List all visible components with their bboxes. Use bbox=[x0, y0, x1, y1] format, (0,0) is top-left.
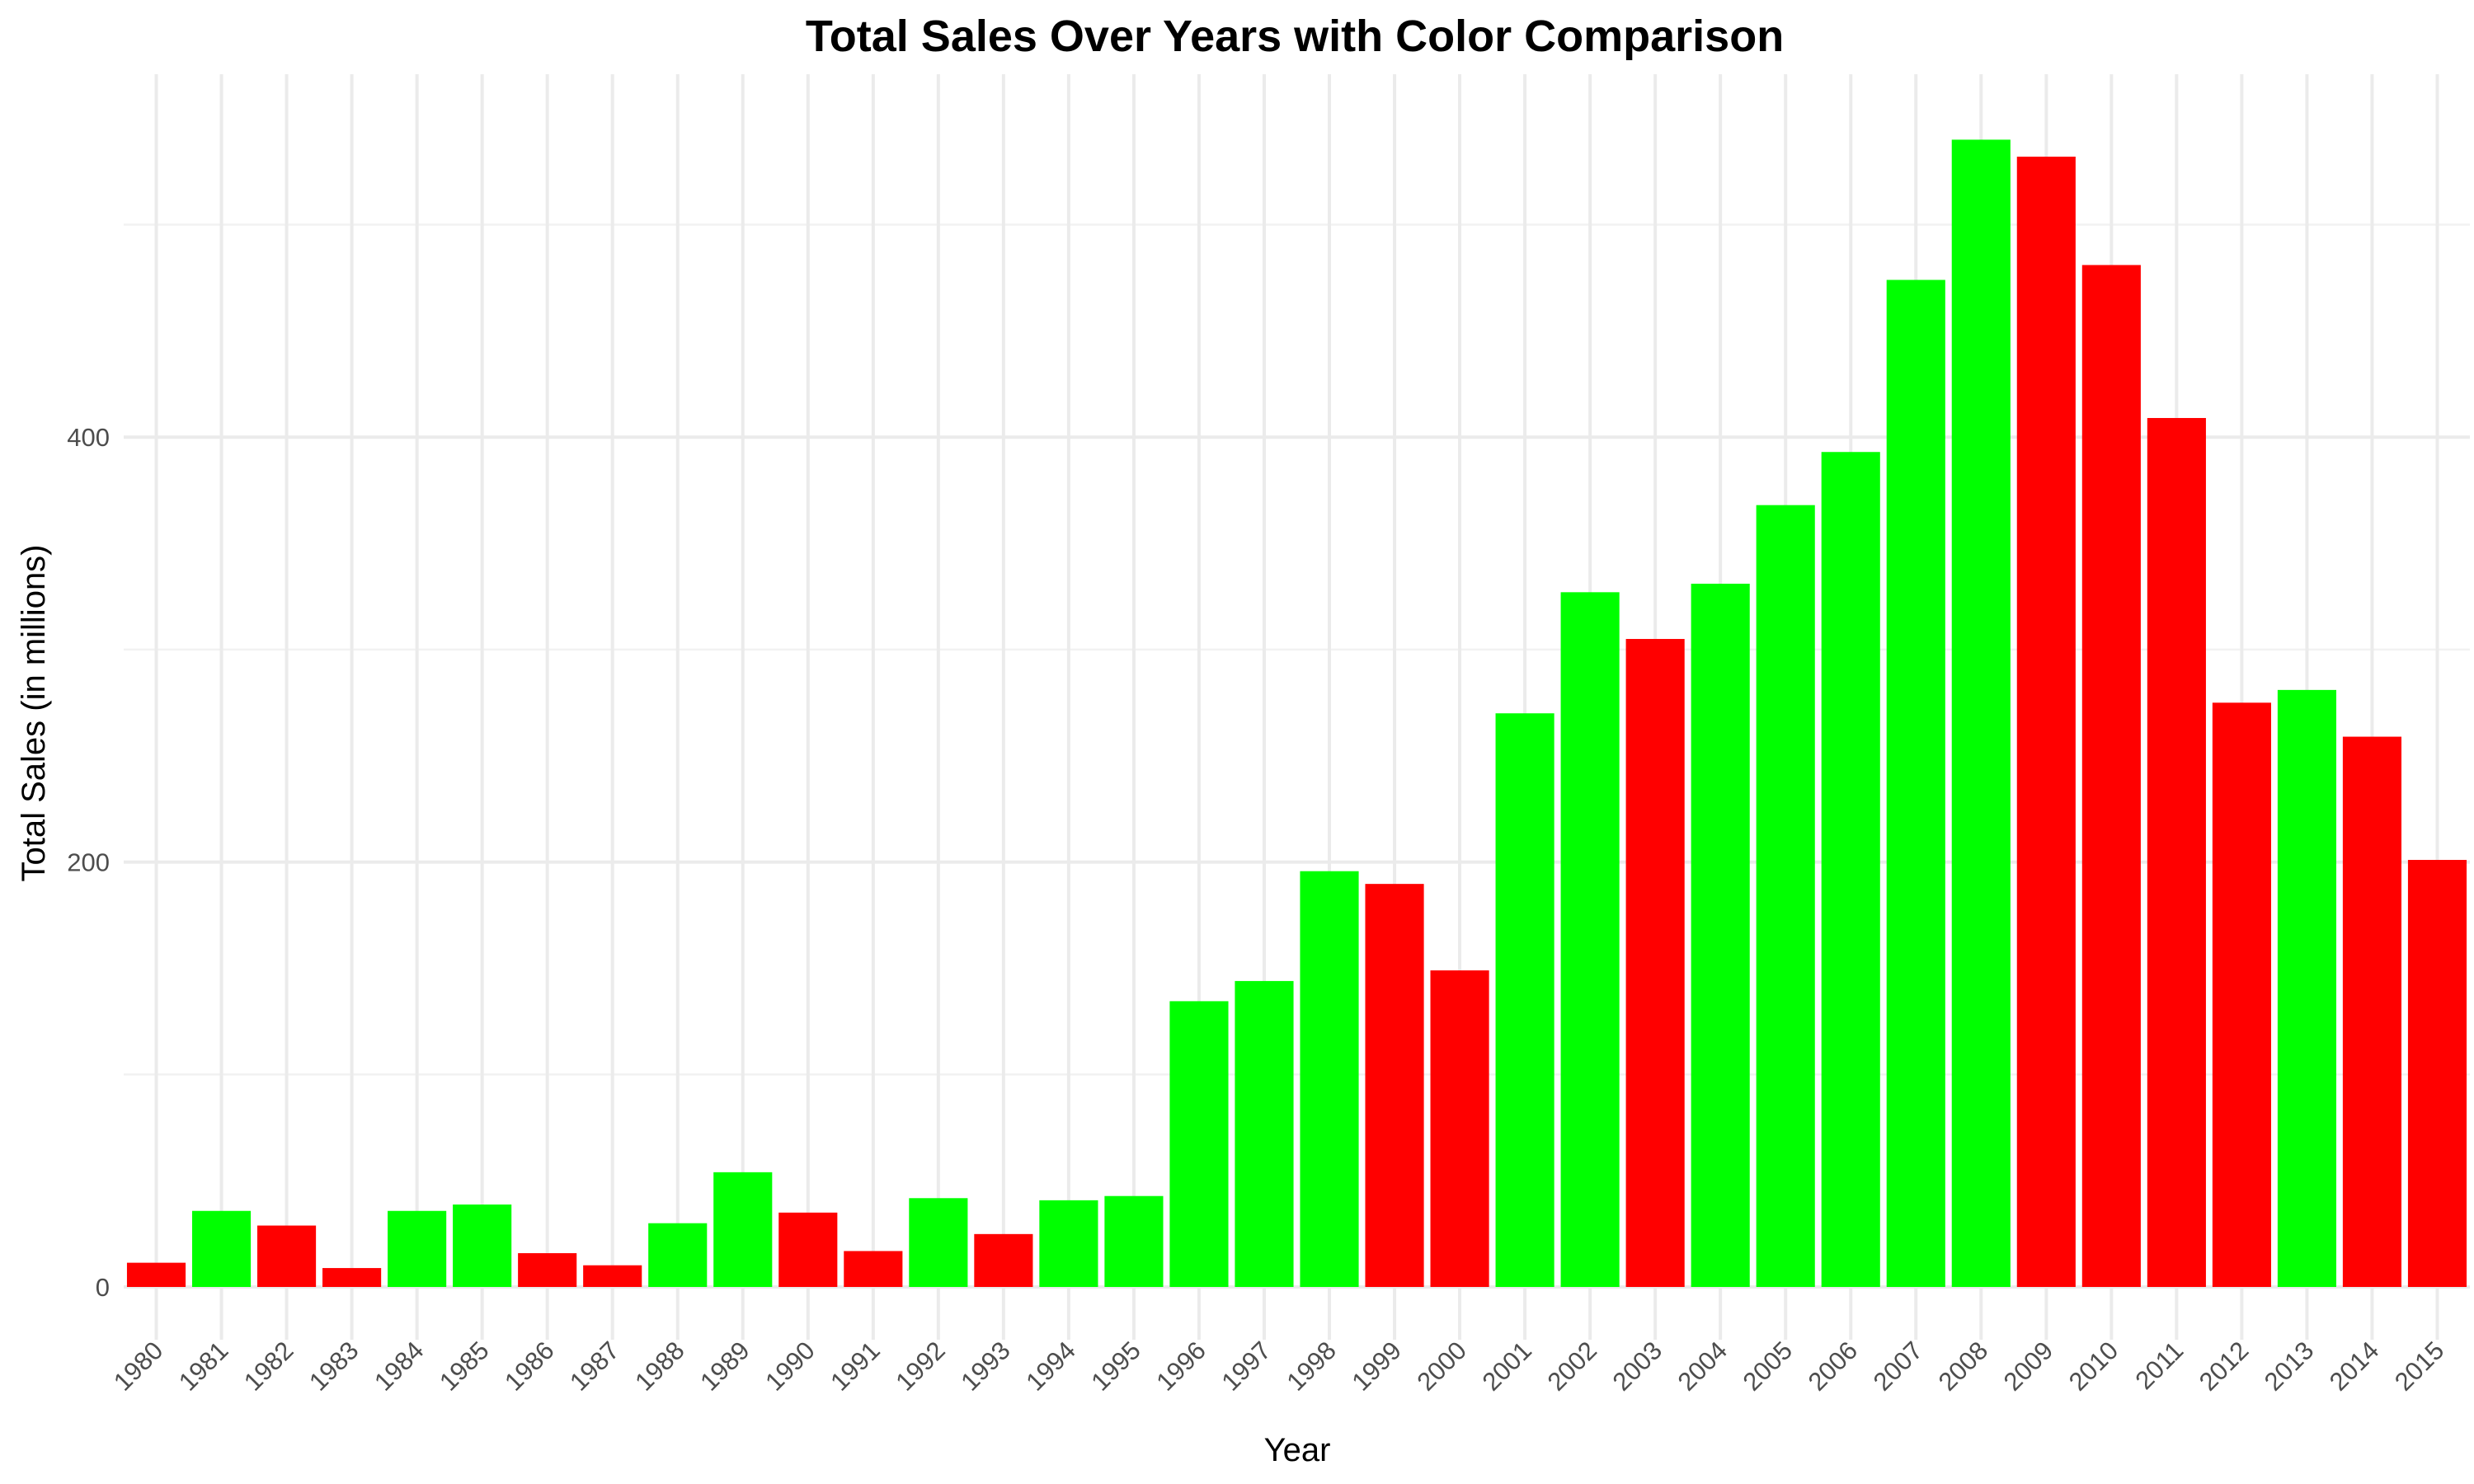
x-tick-label: 1985 bbox=[434, 1336, 495, 1397]
bar-2011 bbox=[2147, 418, 2206, 1288]
x-tick-label: 2001 bbox=[1477, 1336, 1538, 1397]
x-tick-label: 1982 bbox=[238, 1336, 299, 1397]
x-tick-label: 2012 bbox=[2194, 1336, 2255, 1397]
x-tick-label: 2004 bbox=[1672, 1336, 1733, 1397]
bar-1998 bbox=[1300, 871, 1359, 1287]
bar-1980 bbox=[126, 1262, 186, 1287]
bar-1995 bbox=[1104, 1195, 1164, 1287]
x-tick-label: 1999 bbox=[1346, 1336, 1407, 1397]
bar-2015 bbox=[2407, 860, 2467, 1287]
x-tick-label: 1988 bbox=[629, 1336, 690, 1397]
bar-2002 bbox=[1560, 592, 1620, 1287]
x-tick-label: 1980 bbox=[108, 1336, 169, 1397]
x-tick-label: 1986 bbox=[499, 1336, 560, 1397]
bar-1981 bbox=[191, 1210, 252, 1287]
x-tick-label: 1993 bbox=[955, 1336, 1016, 1397]
x-tick-label: 1992 bbox=[890, 1336, 951, 1397]
x-tick-label: 1983 bbox=[303, 1336, 365, 1397]
bar-1991 bbox=[844, 1251, 903, 1287]
y-tick-label: 0 bbox=[96, 1273, 110, 1302]
bar-2012 bbox=[2212, 702, 2271, 1287]
x-tick-label: 1990 bbox=[760, 1336, 821, 1397]
bar-1985 bbox=[453, 1205, 512, 1287]
y-tick-label: 400 bbox=[67, 423, 110, 452]
bar-1992 bbox=[909, 1198, 968, 1287]
x-tick-label: 2010 bbox=[2063, 1336, 2124, 1397]
x-axis-tick-labels: 1980 1981 1982 1983 1984 1985 1986 1987 1988 1989… bbox=[108, 1336, 2449, 1397]
bar-2007 bbox=[1886, 279, 1945, 1288]
x-tick-label: 2014 bbox=[2324, 1336, 2385, 1397]
x-tick-label: 1987 bbox=[564, 1336, 625, 1397]
x-tick-label: 2013 bbox=[2259, 1336, 2320, 1397]
x-tick-label: 2000 bbox=[1412, 1336, 1473, 1397]
x-tick-label: 1996 bbox=[1150, 1336, 1211, 1397]
x-tick-label: 1989 bbox=[694, 1336, 755, 1397]
bar-1984 bbox=[388, 1210, 447, 1287]
x-tick-label: 2011 bbox=[2129, 1336, 2189, 1395]
bar-1999 bbox=[1365, 884, 1424, 1287]
x-tick-label: 2009 bbox=[1998, 1336, 2059, 1397]
bar-2013 bbox=[2277, 689, 2336, 1287]
x-tick-label: 1991 bbox=[825, 1336, 886, 1397]
x-tick-label: 2007 bbox=[1868, 1336, 1929, 1397]
x-axis-title: Year bbox=[1264, 1432, 1331, 1468]
x-tick-label: 1998 bbox=[1281, 1336, 1342, 1397]
bar-2003 bbox=[1625, 639, 1685, 1287]
bar-1982 bbox=[257, 1225, 317, 1287]
bar-2001 bbox=[1495, 713, 1554, 1287]
chart-title: Total Sales Over Years with Color Compar… bbox=[806, 12, 1784, 61]
bar-1987 bbox=[583, 1265, 642, 1287]
bar-1994 bbox=[1039, 1200, 1098, 1287]
bar-2006 bbox=[1821, 452, 1880, 1287]
bar-1990 bbox=[778, 1212, 838, 1287]
bars-group bbox=[126, 139, 2467, 1288]
x-tick-label: 1994 bbox=[1020, 1336, 1081, 1397]
bar-2005 bbox=[1756, 505, 1815, 1287]
x-tick-label: 2006 bbox=[1803, 1336, 1864, 1397]
bar-1983 bbox=[322, 1268, 382, 1287]
y-axis-tick-labels: 0 200 400 bbox=[67, 423, 110, 1302]
x-tick-label: 2015 bbox=[2389, 1336, 2450, 1397]
x-tick-label: 1981 bbox=[173, 1336, 234, 1397]
x-tick-label: 1995 bbox=[1085, 1336, 1146, 1397]
x-tick-label: 2005 bbox=[1738, 1336, 1799, 1397]
y-tick-label: 200 bbox=[67, 848, 110, 877]
bar-1997 bbox=[1235, 980, 1294, 1287]
bar-2010 bbox=[2081, 265, 2141, 1287]
y-axis-title: Total Sales (in millions) bbox=[16, 544, 52, 881]
x-tick-label: 2003 bbox=[1607, 1336, 1668, 1397]
x-tick-label: 2008 bbox=[1933, 1336, 1994, 1397]
bar-2004 bbox=[1691, 584, 1750, 1287]
bar-1988 bbox=[648, 1223, 708, 1287]
x-tick-label: 1997 bbox=[1216, 1336, 1277, 1397]
bar-2014 bbox=[2342, 736, 2402, 1287]
bar-2000 bbox=[1430, 970, 1489, 1287]
x-tick-label: 1984 bbox=[369, 1336, 430, 1397]
bar-1986 bbox=[518, 1253, 577, 1287]
bar-2009 bbox=[2016, 157, 2076, 1287]
x-tick-label: 2002 bbox=[1542, 1336, 1603, 1397]
bar-1989 bbox=[713, 1172, 773, 1287]
bar-1993 bbox=[974, 1233, 1033, 1287]
bar-2008 bbox=[1951, 139, 2011, 1287]
bar-1996 bbox=[1169, 1001, 1229, 1287]
